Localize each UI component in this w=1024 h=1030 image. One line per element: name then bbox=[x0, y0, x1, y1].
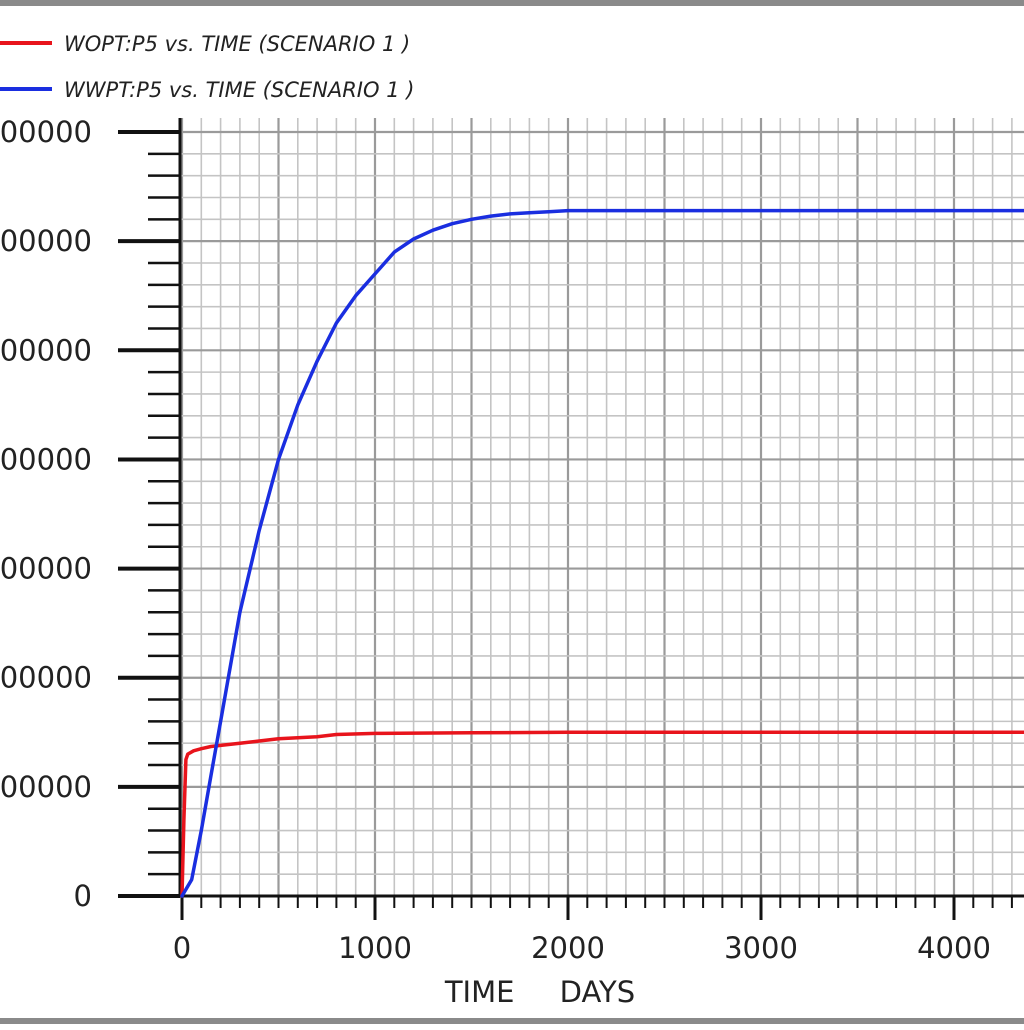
series-line-wopt bbox=[180, 730, 1024, 898]
y-tick-label: 00000 bbox=[0, 224, 92, 258]
legend-label-wopt: WOPT:P5 vs. TIME (SCENARIO 1 ) bbox=[64, 32, 410, 56]
x-tick-label: 3000 bbox=[724, 931, 798, 965]
y-tick-label: 00000 bbox=[0, 333, 92, 367]
plot-background bbox=[180, 118, 1024, 896]
y-tick-label: 00000 bbox=[0, 442, 92, 476]
x-axis-label: TIME DAYS bbox=[444, 975, 635, 1009]
y-tick-label: 00000 bbox=[0, 115, 92, 149]
series-line-wwpt bbox=[180, 208, 1024, 898]
x-tick-label: 0 bbox=[173, 931, 191, 965]
y-tick-label: 00000 bbox=[0, 770, 92, 804]
legend-label-wwpt: WWPT:P5 vs. TIME (SCENARIO 1 ) bbox=[64, 78, 414, 102]
x-tick-label: 4000 bbox=[917, 931, 991, 965]
x-tick-label: 1000 bbox=[338, 931, 412, 965]
y-tick-label: 00000 bbox=[0, 552, 92, 586]
grid-lines bbox=[180, 118, 1024, 898]
y-tick-label: 0 bbox=[74, 879, 92, 913]
y-tick-label: 00000 bbox=[0, 661, 92, 695]
legend: WOPT:P5 vs. TIME (SCENARIO 1 ) WWPT:P5 v… bbox=[0, 32, 414, 102]
series-layer bbox=[180, 208, 1024, 898]
x-tick-label: 2000 bbox=[531, 931, 605, 965]
